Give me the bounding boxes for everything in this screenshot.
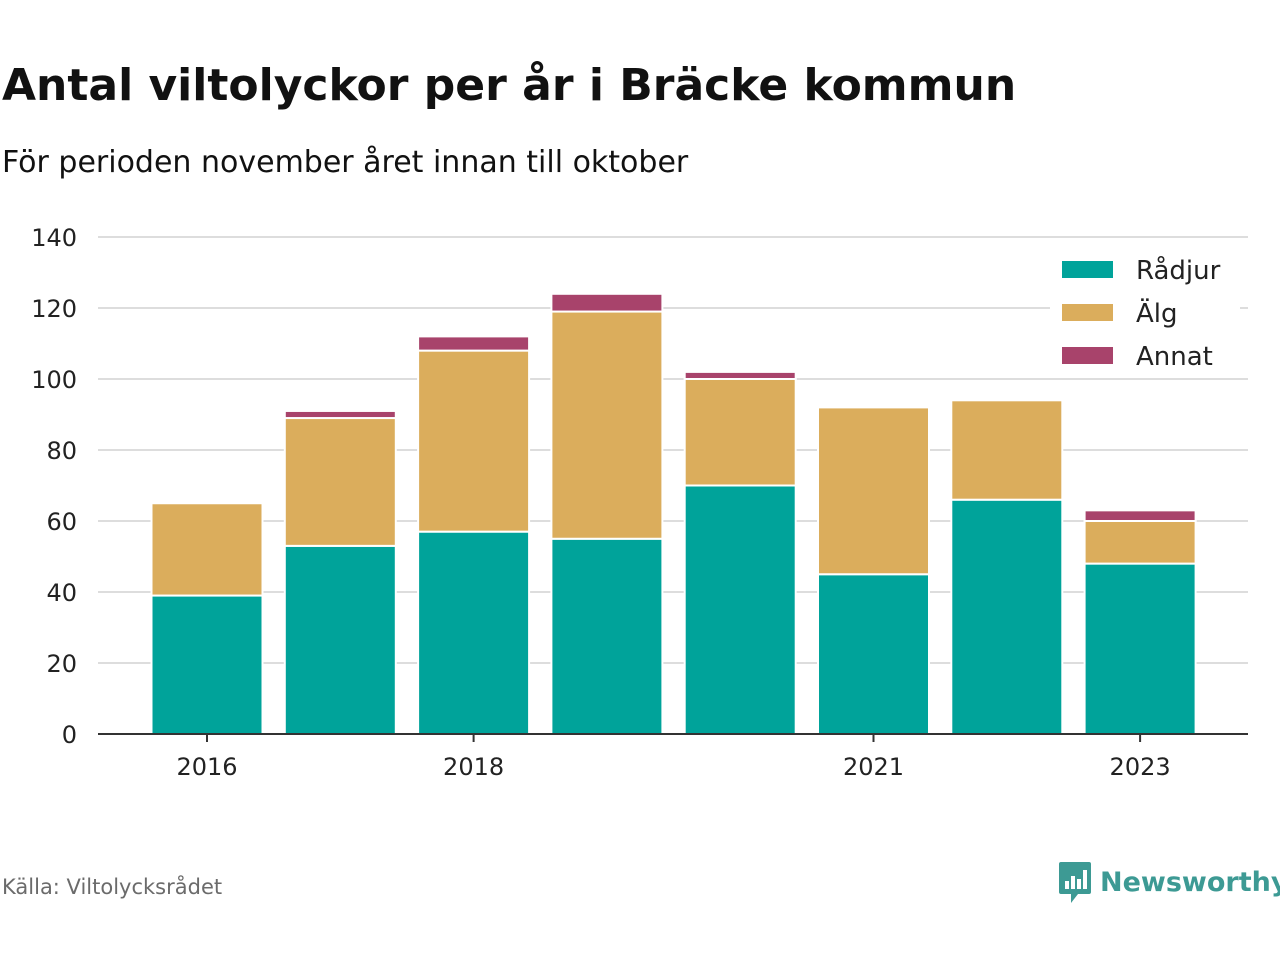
bar-segment <box>417 349 531 533</box>
brand-name: Newsworthy <box>1100 866 1280 898</box>
y-tick-label: 100 <box>31 366 77 394</box>
newsworthy-logo-icon <box>1059 862 1091 903</box>
bar-segment <box>683 484 797 735</box>
x-tick-label: 2018 <box>443 753 504 781</box>
legend-label: Älg <box>1136 297 1178 329</box>
legend-swatch <box>1062 347 1113 364</box>
bar-segment <box>950 498 1064 736</box>
bar-segment <box>1083 520 1197 565</box>
legend-label: Annat <box>1136 342 1213 372</box>
y-tick-label: 120 <box>31 295 77 323</box>
bar-segment <box>1083 509 1197 523</box>
x-tick-label: 2023 <box>1110 753 1171 781</box>
bar-segment <box>950 399 1064 501</box>
bar-segment <box>1083 562 1197 735</box>
bar-segment <box>550 537 664 735</box>
bar-segment <box>417 335 531 352</box>
bar-segment <box>683 378 797 487</box>
legend-swatch <box>1062 304 1113 321</box>
y-tick-label: 0 <box>62 721 77 749</box>
bar-segment <box>150 502 264 597</box>
bar-segment <box>283 544 397 735</box>
bar-segment <box>550 310 664 540</box>
legend-swatch <box>1062 261 1113 278</box>
bar-segment <box>417 530 531 736</box>
x-tick-label: 2016 <box>176 753 237 781</box>
chart-subtitle: För perioden november året innan till ok… <box>2 145 689 180</box>
y-tick-label: 140 <box>31 224 77 252</box>
bar-segment <box>550 292 664 313</box>
x-tick-label: 2021 <box>843 753 904 781</box>
bar-segment <box>150 594 264 735</box>
bar-segment <box>683 370 797 380</box>
y-tick-label: 80 <box>46 437 77 465</box>
y-tick-label: 20 <box>46 650 77 678</box>
brand-logo: Newsworthy <box>1058 860 1280 904</box>
source-note: Källa: Viltolycksrådet <box>2 875 223 899</box>
chart-title: Antal viltolyckor per år i Bräcke kommun <box>2 60 1017 111</box>
bar-segment <box>817 573 930 735</box>
legend-label: Rådjur <box>1136 255 1221 286</box>
y-tick-label: 40 <box>46 579 77 607</box>
bar-segment <box>283 417 397 547</box>
y-tick-label: 60 <box>46 508 77 536</box>
bar-segment <box>817 406 930 576</box>
bar-segment <box>283 409 397 420</box>
